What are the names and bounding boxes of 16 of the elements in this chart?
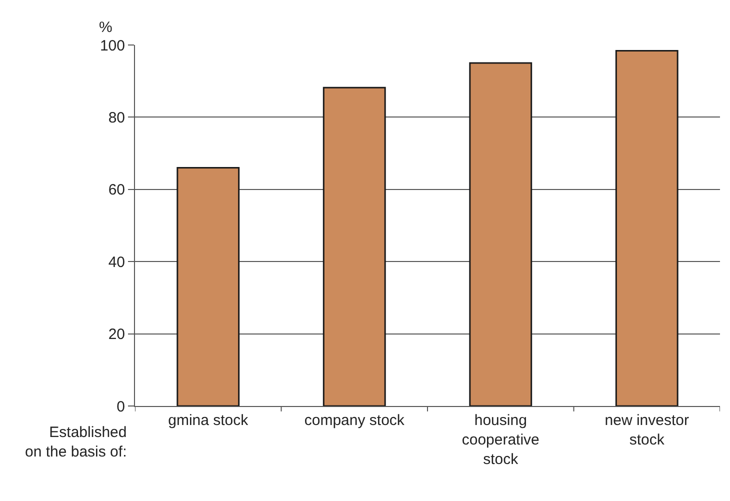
bar	[322, 86, 386, 406]
bar	[615, 50, 678, 406]
x-tick-label: company stock	[304, 412, 405, 429]
x-tick-label: new investor stock	[604, 412, 689, 448]
y-tick-label: 100	[100, 37, 125, 54]
bar	[469, 62, 532, 406]
y-tick-label: 0	[116, 398, 125, 416]
y-tick-label: 20	[108, 326, 125, 344]
y-tick-label: 80	[108, 109, 125, 126]
y-tick-label: 40	[108, 254, 125, 271]
y-axis-title: %	[99, 19, 112, 36]
bar	[176, 166, 240, 406]
x-tick-label: housing cooperative stock	[462, 412, 540, 468]
y-tick-label: 60	[108, 182, 125, 199]
x-tick-label: gmina stock	[168, 412, 249, 429]
x-axis-title: Established on the basis of:	[25, 424, 127, 460]
